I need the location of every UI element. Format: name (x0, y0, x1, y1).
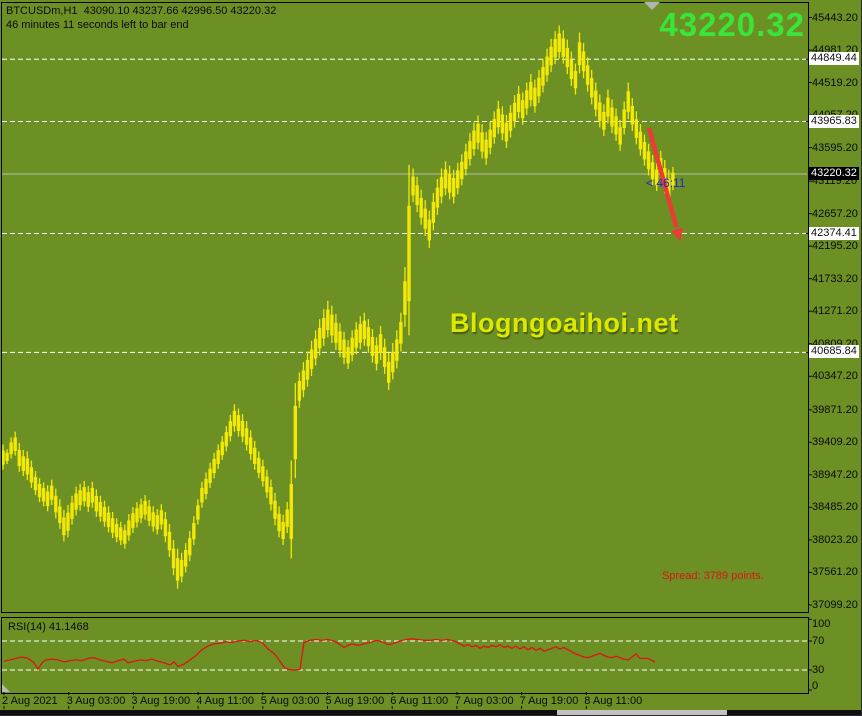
rsi-line (3, 638, 656, 671)
price-tick-label: 38947.20 (812, 468, 858, 481)
rsi-scale-label: 70 (812, 635, 825, 647)
time-label: 7 Aug 03:00 (454, 695, 514, 707)
rsi-scale-label: 30 (812, 664, 825, 676)
trend-arrow-line (646, 127, 679, 228)
time-label: 7 Aug 19:00 (519, 695, 579, 707)
price-tick-label: 45443.20 (812, 11, 858, 24)
watermark-text: Blogngoaihoi.net (450, 308, 679, 338)
price-level-label: 40685.84 (809, 345, 859, 359)
time-label: 2 Aug 2021 (2, 695, 58, 707)
price-tick-label: 43595.20 (812, 141, 858, 154)
price-tick-label: 38485.20 (812, 501, 858, 514)
price-tick-label: 42657.20 (812, 207, 858, 220)
price-tick-label: 41733.20 (812, 272, 858, 285)
main-chart-panel (1, 2, 809, 613)
horizontal-scrollbar[interactable] (0, 710, 861, 715)
trend-arrow-head (671, 227, 683, 242)
price-tick-label: 41271.20 (812, 305, 858, 318)
time-label: 5 Aug 03:00 (260, 695, 320, 707)
time-label: 8 Aug 11:00 (584, 695, 643, 707)
spread-label: Spread: 3789 points. (662, 570, 764, 582)
price-level-label: 44849.44 (809, 52, 859, 66)
price-tick-label: 39871.20 (812, 403, 858, 416)
price-tick-label: 44519.20 (812, 76, 858, 89)
time-label: 3 Aug 19:00 (131, 695, 191, 707)
price-tick-label: 37099.20 (812, 598, 858, 611)
price-tick-label: 39409.20 (812, 436, 858, 449)
price-level-label: 43965.83 (809, 114, 859, 128)
price-tick-label: 40347.20 (812, 370, 858, 383)
panel-resize-grip-icon[interactable] (2, 684, 10, 692)
time-label: 5 Aug 19:00 (325, 695, 385, 707)
scrollbar-thumb[interactable] (557, 710, 727, 715)
rsi-indicator-label: RSI(14) 41.1468 (8, 621, 89, 633)
bar-end-countdown-text: 46 minutes 11 seconds left to bar end (6, 19, 189, 31)
current-price-axis-label: 43220.32 (809, 167, 859, 180)
price-level-label: 42374.41 (809, 226, 859, 240)
rsi-panel (1, 617, 809, 694)
time-label: 3 Aug 03:00 (66, 695, 126, 707)
candle-countdown-label: < 46:11 (646, 176, 686, 190)
time-label: 6 Aug 11:00 (390, 695, 449, 707)
time-label: 4 Aug 11:00 (196, 695, 254, 707)
price-tick-label: 42195.20 (812, 240, 858, 253)
big-price-display: 43220.32 (659, 6, 805, 43)
price-tick-label: 38023.20 (812, 533, 858, 546)
price-tick-label: 37561.20 (812, 566, 858, 579)
chart-shift-marker-icon[interactable] (644, 2, 660, 10)
ohlc-info-line: BTCUSDm,H1 43090.10 43237.66 42996.50 43… (6, 5, 277, 17)
rsi-scale-label: 0 (812, 680, 819, 692)
rsi-scale-label: 100 (812, 618, 831, 630)
